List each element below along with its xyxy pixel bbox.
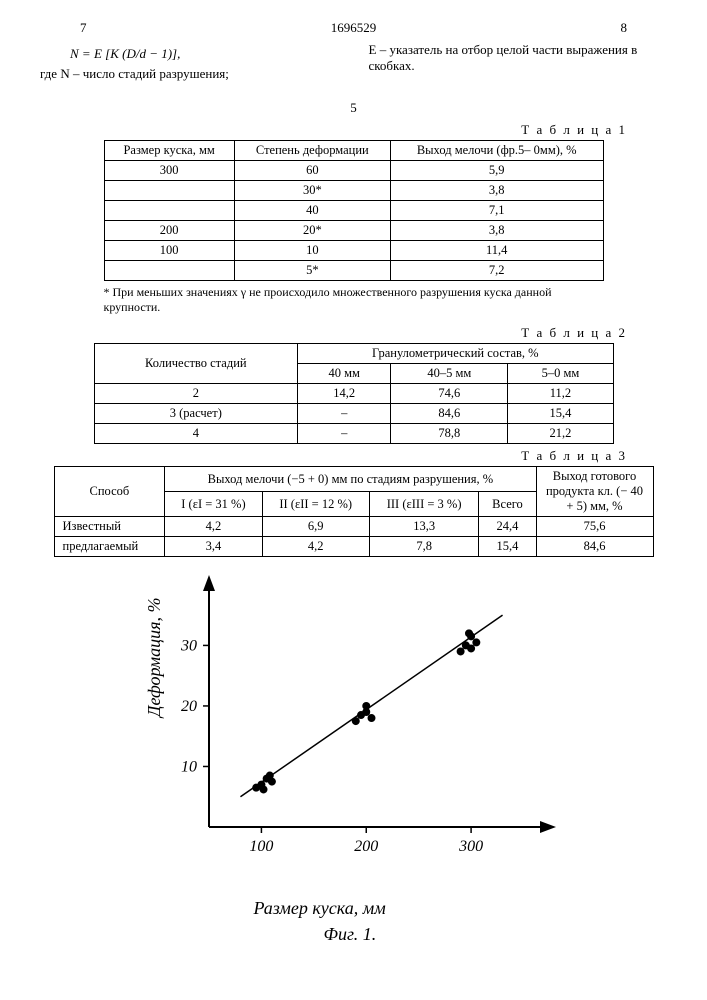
col-header: Гранулометрический состав, %: [298, 344, 613, 364]
table-row: 214,274,611,2: [94, 384, 613, 404]
table3: Способ Выход мелочи (−5 + 0) мм по стади…: [54, 466, 654, 557]
table-row: 300605,9: [104, 161, 603, 181]
col-header: Выход готового продукта кл. (− 40 + 5) м…: [536, 467, 653, 517]
formula-caption: где N – число стадий разрушения;: [40, 66, 339, 82]
formula: N = E [K (D/d − 1)],: [70, 46, 339, 62]
table-row: предлагаемый3,44,27,815,484,6: [54, 537, 653, 557]
svg-text:100: 100: [249, 838, 273, 855]
left-column: N = E [K (D/d − 1)], где N – число стади…: [40, 42, 339, 82]
table-row: Способ Выход мелочи (−5 + 0) мм по стади…: [54, 467, 653, 492]
col-header: Способ: [54, 467, 165, 517]
table-row: Известный4,26,913,324,475,6: [54, 517, 653, 537]
col-header: Количество стадий: [94, 344, 298, 384]
document-number: 1696529: [331, 20, 377, 36]
col-header: II (εII = 12 %): [262, 492, 369, 517]
col-header: Всего: [479, 492, 536, 517]
table-row: 20020*3,8: [104, 221, 603, 241]
svg-text:300: 300: [458, 838, 483, 855]
col-header: Размер куска, мм: [104, 141, 234, 161]
page-number-left: 7: [80, 20, 87, 36]
table-row: Количество стадий Гранулометрический сос…: [94, 344, 613, 364]
y-axis-label: Деформация, %: [144, 598, 165, 718]
table3-label: Т а б л и ц а 3: [40, 448, 627, 464]
table2-label: Т а б л и ц а 2: [40, 325, 627, 341]
figure-label: Фиг. 1.: [324, 924, 377, 945]
col-header: 40–5 мм: [391, 364, 508, 384]
page-header: 7 1696529 8: [40, 20, 667, 36]
chart-figure-1: Деформация, % 100200300102030 Размер кус…: [154, 577, 554, 917]
svg-text:30: 30: [180, 637, 197, 654]
svg-text:200: 200: [354, 838, 378, 855]
table-row: 407,1: [104, 201, 603, 221]
table1: Размер куска, мм Степень деформации Выхо…: [104, 140, 604, 281]
col-header: I (εI = 31 %): [165, 492, 262, 517]
column-marker-5: 5: [40, 100, 667, 116]
table-row: 3 (расчет)–84,615,4: [94, 404, 613, 424]
table1-footnote: * При меньших значениях γ не происходило…: [104, 285, 604, 315]
col-header: Выход мелочи (фр.5– 0мм), %: [390, 141, 603, 161]
svg-text:20: 20: [181, 698, 197, 715]
page-number-right: 8: [621, 20, 628, 36]
col-header: Степень деформации: [234, 141, 390, 161]
x-axis-label: Размер куска, мм: [254, 898, 386, 919]
col-header: Выход мелочи (−5 + 0) мм по стадиям разр…: [165, 467, 536, 492]
e-definition: E – указатель на отбор целой части выраж…: [369, 42, 668, 74]
svg-text:10: 10: [181, 758, 197, 775]
table-row: 4–78,821,2: [94, 424, 613, 444]
table-row: 5*7,2: [104, 261, 603, 281]
table-row: 30*3,8: [104, 181, 603, 201]
col-header: 5–0 мм: [508, 364, 613, 384]
table-row: 1001011,4: [104, 241, 603, 261]
table-row: Размер куска, мм Степень деформации Выхо…: [104, 141, 603, 161]
scatter-plot: 100 200 300 10 20 30: [154, 577, 554, 877]
table1-label: Т а б л и ц а 1: [40, 122, 627, 138]
col-header: III (εIII = 3 %): [369, 492, 479, 517]
table2: Количество стадий Гранулометрический сос…: [94, 343, 614, 444]
col-header: 40 мм: [298, 364, 391, 384]
text-columns: N = E [K (D/d − 1)], где N – число стади…: [40, 42, 667, 82]
right-column: E – указатель на отбор целой части выраж…: [369, 42, 668, 82]
